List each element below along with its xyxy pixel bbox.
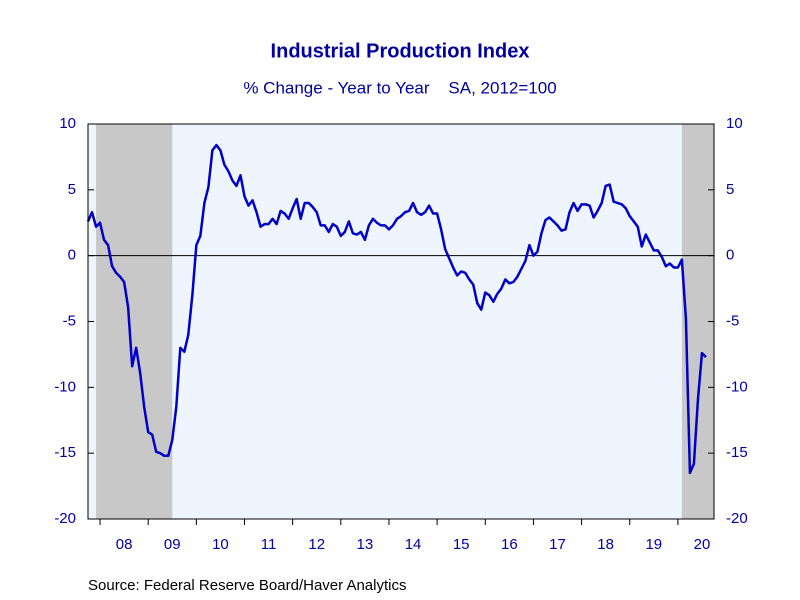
x-tick-label: 16 bbox=[501, 536, 518, 553]
y2-tick-label: -10 bbox=[726, 378, 748, 395]
plot-area: 10 5 0 -5 -10 -15 -20 10 5 0 -5 -10 -15 -20 08 09 10 11 12… bbox=[54, 115, 747, 553]
x-tick-label: 09 bbox=[164, 536, 181, 553]
x-tick-label: 17 bbox=[549, 536, 566, 553]
y-tick-label: -10 bbox=[54, 378, 76, 395]
x-tick-label: 14 bbox=[405, 536, 422, 553]
y2-tick-label: 0 bbox=[726, 247, 734, 264]
y2-tick-label: 5 bbox=[726, 181, 734, 198]
plot-background bbox=[88, 124, 714, 519]
chart-subtitle: % Change - Year to Year SA, 2012=100 bbox=[243, 78, 556, 97]
x-tick-label: 20 bbox=[694, 536, 711, 553]
source-note: Source: Federal Reserve Board/Haver Anal… bbox=[88, 577, 406, 594]
x-tick-label: 12 bbox=[308, 536, 325, 553]
x-tick-label: 18 bbox=[597, 536, 614, 553]
x-tick-label: 10 bbox=[212, 536, 229, 553]
y2-tick-label: -5 bbox=[726, 312, 739, 329]
x-tick-label: 08 bbox=[116, 536, 133, 553]
y-tick-label: -5 bbox=[63, 312, 76, 329]
x-tick-label: 11 bbox=[261, 536, 277, 553]
y-tick-label: 10 bbox=[59, 115, 76, 132]
recession-shade bbox=[96, 124, 173, 519]
chart-title: Industrial Production Index bbox=[271, 40, 530, 62]
y2-tick-label: -20 bbox=[726, 510, 748, 527]
plot-frame bbox=[87, 123, 715, 520]
y-tick-label: 0 bbox=[68, 247, 76, 264]
y-tick-label: -15 bbox=[54, 444, 76, 461]
x-tick-label: 19 bbox=[645, 536, 662, 553]
y2-tick-label: -15 bbox=[726, 444, 748, 461]
x-tick-label: 15 bbox=[453, 536, 470, 553]
y-tick-label: -20 bbox=[54, 510, 76, 527]
x-tick-label: 13 bbox=[357, 536, 374, 553]
y2-tick-label: 10 bbox=[726, 115, 743, 132]
y-tick-label: 5 bbox=[68, 181, 76, 198]
data-line bbox=[86, 143, 707, 475]
